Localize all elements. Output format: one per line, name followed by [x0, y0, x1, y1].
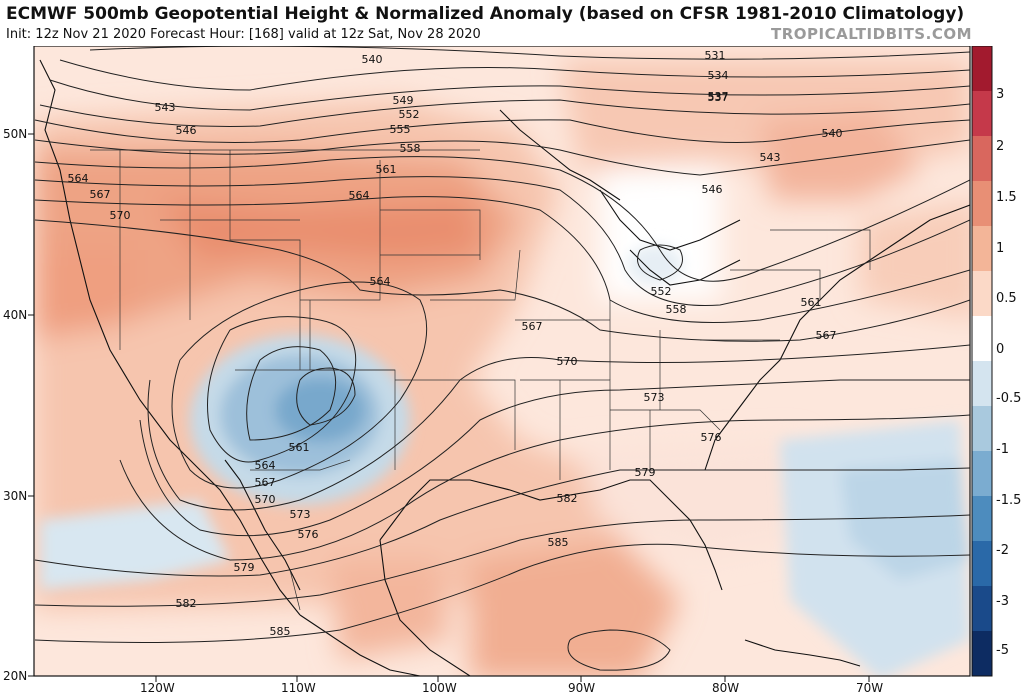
lat-label-20n: 20N: [3, 669, 28, 683]
contour-label: 543: [760, 151, 781, 164]
contour-label: 567: [816, 329, 837, 342]
colorbar-segment: [972, 406, 992, 452]
contour-label: 537: [708, 90, 729, 103]
colorbar-label-0.5: 0.5: [996, 291, 1017, 306]
contour-label: 543: [155, 101, 176, 114]
contour-label: 567: [255, 476, 276, 489]
contour-label: 546: [702, 183, 723, 196]
state-borders: [90, 149, 871, 611]
colorbar-label-neg3: -3: [996, 594, 1009, 609]
contour-label: 573: [644, 391, 665, 404]
colorbar-segment: [972, 361, 992, 407]
contour-label: 561: [376, 163, 397, 176]
contour-label: 552: [399, 108, 420, 121]
colorbar-segment: [972, 181, 992, 227]
contour-label: 573: [290, 508, 311, 521]
colorbar-segment: [972, 496, 992, 542]
contour-label: 552: [651, 285, 672, 298]
colorbar-label-3: 3: [996, 87, 1005, 102]
colorbar-segment: [972, 541, 992, 587]
colorbar-label-1: 1: [996, 241, 1005, 256]
lon-label-120w: 120W: [140, 681, 175, 695]
contour-label: 585: [548, 536, 569, 549]
colorbar-segment: [972, 631, 992, 677]
contour-label: 564: [370, 275, 391, 288]
lat-label-50n: 50N: [3, 127, 28, 141]
map-frame: [33, 45, 971, 677]
contour-label: 561: [289, 441, 310, 454]
colorbar-segment: [972, 451, 992, 497]
colorbar-label-neg1: -1: [996, 442, 1009, 457]
contour-label: 579: [234, 561, 255, 574]
site-brand: TROPICALTIDBITS.COM: [771, 25, 972, 43]
header: ECMWF 500mb Geopotential Height & Normal…: [0, 0, 1024, 46]
colorbar-segment: [972, 226, 992, 272]
colorbar-label-neg2: -2: [996, 543, 1009, 558]
contour-label: 567: [522, 320, 543, 333]
contour-label: 540: [362, 53, 383, 66]
colorbar-segment: [972, 136, 992, 182]
colorbar-segment: [972, 271, 992, 317]
contour-label: 531: [705, 49, 726, 62]
chart-subtitle: Init: 12z Nov 21 2020 Forecast Hour: [16…: [6, 27, 481, 42]
contour-label: 561: [801, 296, 822, 309]
lat-label-30n: 30N: [3, 489, 28, 503]
colorbar-segment: [972, 586, 992, 632]
contour-label: 567: [90, 188, 111, 201]
geography-lines: [39, 59, 970, 676]
colorbar-frame: [971, 45, 993, 677]
contour-label: 558: [400, 142, 421, 155]
colorbar-label-neg5: -5: [996, 643, 1009, 658]
contour-label: 537: [708, 91, 729, 104]
contour-label: 564: [68, 172, 89, 185]
colorbar-label-2: 2: [996, 139, 1005, 154]
lon-label-70w: 70W: [856, 681, 884, 695]
colorbar-segment: [972, 91, 992, 137]
colorbar-segment: [972, 46, 992, 92]
contour-label: 585: [270, 625, 291, 638]
colorbar-label-1.5: 1.5: [996, 190, 1017, 205]
lat-label-40n: 40N: [3, 308, 28, 322]
contour-label: 549: [393, 94, 414, 107]
contour-label: 582: [557, 492, 578, 505]
lon-label-110w: 110W: [281, 681, 316, 695]
colorbar: [971, 45, 993, 677]
chart-title: ECMWF 500mb Geopotential Height & Normal…: [6, 4, 965, 24]
lon-label-80w: 80W: [712, 681, 740, 695]
lon-label-90w: 90W: [568, 681, 596, 695]
contour-label: 579: [635, 466, 656, 479]
contour-label: 564: [349, 189, 370, 202]
colorbar-label-0: 0: [996, 342, 1005, 357]
contour-label: 546: [176, 124, 197, 137]
colorbar-label-neg0.5: -0.5: [996, 391, 1022, 406]
lon-label-100w: 100W: [422, 681, 457, 695]
colorbar-label-neg1.5: -1.5: [996, 493, 1022, 508]
contour-label: 576: [298, 528, 319, 541]
contour-label: 558: [666, 303, 687, 316]
contour-label: 576: [701, 431, 722, 444]
axis-ticks: [28, 133, 870, 682]
contour-labels: 5315345375375405405435435465465495525525…: [68, 49, 843, 638]
contour-label: 570: [110, 209, 131, 222]
contour-label: 570: [255, 493, 276, 506]
anomaly-shading: [34, 46, 970, 676]
contour-label: 564: [255, 459, 276, 472]
colorbar-segment: [972, 316, 992, 362]
contour-label: 582: [176, 597, 197, 610]
contour-label: 555: [390, 123, 411, 136]
contour-label: 570: [557, 355, 578, 368]
contour-label: 534: [708, 69, 729, 82]
contour-label: 540: [822, 127, 843, 140]
height-contours: [34, 46, 970, 671]
